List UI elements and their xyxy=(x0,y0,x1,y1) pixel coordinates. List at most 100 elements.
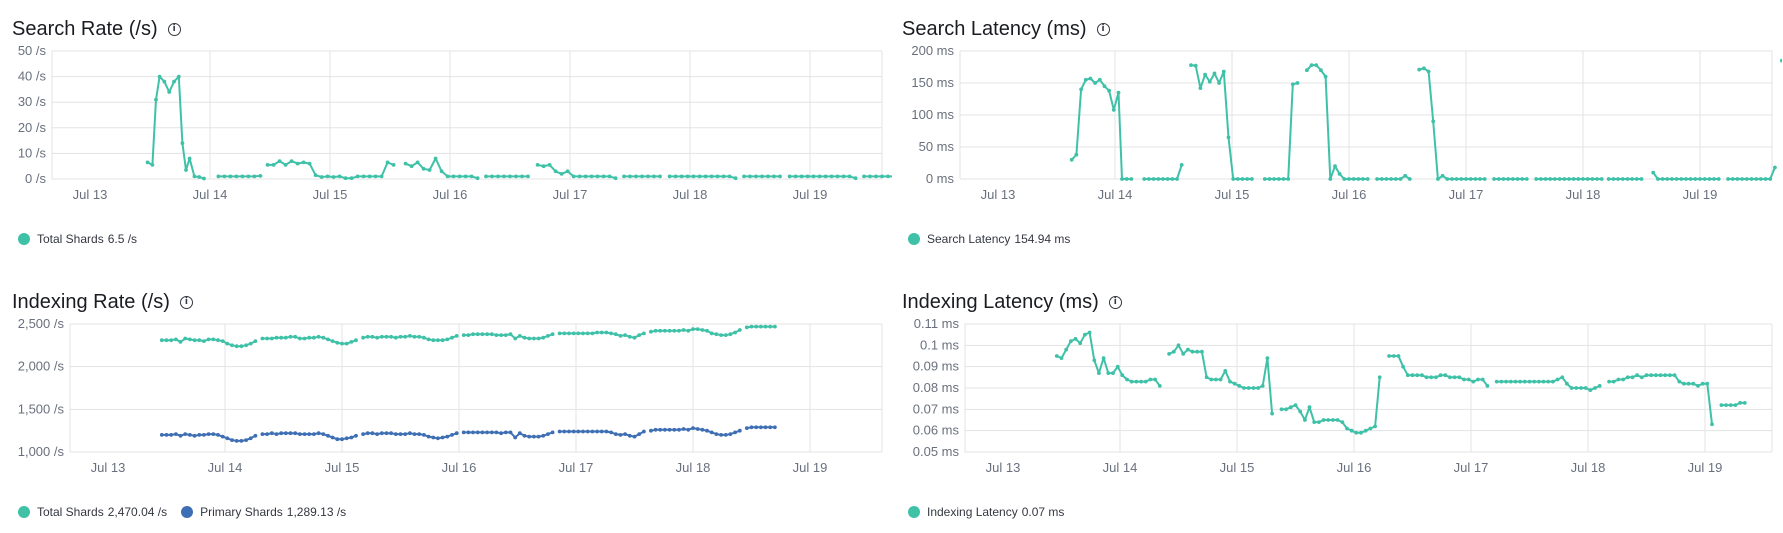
y-tick-label: 50 /s xyxy=(18,46,47,58)
data-point xyxy=(520,175,524,179)
series-line xyxy=(1419,68,1485,179)
data-point xyxy=(514,175,518,179)
data-point xyxy=(1635,373,1639,377)
data-point xyxy=(427,338,431,342)
legend-item[interactable]: Indexing Latency 0.07 ms xyxy=(908,505,1064,519)
info-icon[interactable]: i xyxy=(180,296,193,309)
data-point xyxy=(1117,91,1121,95)
data-point xyxy=(818,175,822,179)
data-point xyxy=(1768,177,1772,181)
data-point xyxy=(354,338,358,342)
data-point xyxy=(1064,348,1068,352)
data-point xyxy=(1055,354,1059,358)
data-point xyxy=(193,338,197,342)
indexing-latency-chart[interactable]: 0.05 ms0.06 ms0.07 ms0.08 ms0.09 ms0.1 m… xyxy=(902,319,1782,494)
data-point xyxy=(1296,81,1300,85)
legend-item[interactable]: Primary Shards 1,289.13 /s xyxy=(181,505,346,519)
data-point xyxy=(513,436,517,440)
data-point xyxy=(691,426,695,430)
data-point xyxy=(467,431,471,435)
data-point xyxy=(830,175,834,179)
data-point xyxy=(1219,378,1223,382)
series-line xyxy=(1191,65,1252,179)
data-point xyxy=(254,339,258,343)
data-point xyxy=(1682,382,1686,386)
data-point xyxy=(686,428,690,432)
data-point xyxy=(1588,388,1592,392)
legend-value: 6.5 /s xyxy=(108,232,137,246)
data-point xyxy=(722,175,726,179)
data-point xyxy=(298,337,302,341)
data-point xyxy=(436,338,440,342)
data-point xyxy=(340,342,344,346)
data-point xyxy=(1203,73,1207,77)
data-point xyxy=(1333,164,1337,168)
data-point xyxy=(1462,378,1466,382)
x-tick-label: Jul 13 xyxy=(73,187,108,202)
data-point xyxy=(1385,177,1389,181)
data-point xyxy=(1509,380,1513,384)
data-point xyxy=(551,332,555,336)
info-icon[interactable]: i xyxy=(1097,23,1110,36)
data-point xyxy=(760,175,764,179)
data-point xyxy=(307,336,311,340)
data-point xyxy=(523,336,527,340)
data-point xyxy=(270,431,274,435)
data-point xyxy=(842,175,846,179)
data-point xyxy=(1097,371,1101,375)
info-icon[interactable]: i xyxy=(168,23,181,36)
data-point xyxy=(1102,356,1106,360)
data-point xyxy=(158,75,162,79)
legend-item[interactable]: Total Shards 6.5 /s xyxy=(18,232,137,246)
data-point xyxy=(738,328,742,332)
data-point xyxy=(261,337,265,341)
x-tick-label: Jul 14 xyxy=(208,460,243,475)
data-point xyxy=(422,167,426,171)
data-point xyxy=(1486,384,1490,388)
data-point xyxy=(1074,337,1078,341)
data-point xyxy=(1245,177,1249,181)
data-point xyxy=(216,338,220,342)
data-point xyxy=(698,175,702,179)
data-point xyxy=(293,335,297,339)
data-point xyxy=(1236,177,1240,181)
data-point xyxy=(151,163,155,167)
data-point xyxy=(1626,177,1630,181)
y-tick-label: 40 /s xyxy=(18,69,47,84)
data-point xyxy=(1222,70,1226,74)
data-point xyxy=(241,175,245,179)
data-point xyxy=(1504,380,1508,384)
data-point xyxy=(1156,177,1160,181)
data-point xyxy=(1556,378,1560,382)
data-point xyxy=(614,332,618,336)
data-point xyxy=(1750,177,1754,181)
data-point xyxy=(623,432,627,436)
y-tick-label: 0.1 ms xyxy=(920,337,960,352)
data-point xyxy=(270,337,274,341)
info-icon[interactable]: i xyxy=(1109,296,1122,309)
data-point xyxy=(686,175,690,179)
data-point xyxy=(1272,177,1276,181)
data-point xyxy=(1247,386,1251,390)
data-point xyxy=(303,337,307,341)
data-point xyxy=(1734,403,1738,407)
data-point xyxy=(745,426,749,430)
data-point xyxy=(1084,78,1088,82)
data-point xyxy=(380,175,384,179)
legend-item[interactable]: Search Latency 154.94 ms xyxy=(908,232,1070,246)
x-tick-label: Jul 13 xyxy=(981,187,1016,202)
data-point xyxy=(1107,89,1111,93)
data-point xyxy=(546,432,550,436)
data-point xyxy=(1305,68,1309,72)
data-point xyxy=(1266,356,1270,360)
data-point xyxy=(1631,375,1635,379)
data-point xyxy=(614,176,618,180)
data-point xyxy=(356,175,360,179)
data-point xyxy=(1098,78,1102,82)
data-point xyxy=(445,435,449,439)
legend-item[interactable]: Total Shards 2,470.04 /s xyxy=(18,505,167,519)
